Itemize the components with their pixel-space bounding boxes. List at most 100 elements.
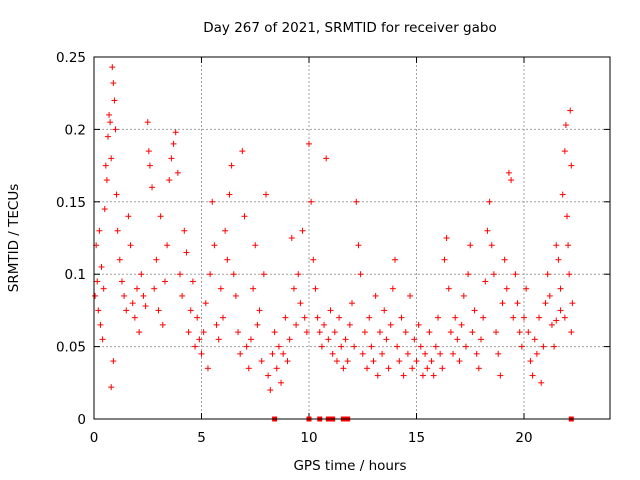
data-point xyxy=(312,285,319,292)
data-point xyxy=(417,343,424,350)
data-point xyxy=(374,372,381,379)
data-point xyxy=(471,307,478,314)
data-point xyxy=(177,271,183,278)
data-point xyxy=(250,285,257,292)
data-point xyxy=(346,321,353,328)
data-point xyxy=(546,292,553,299)
data-point xyxy=(422,350,429,357)
data-point xyxy=(516,329,523,336)
data-point xyxy=(306,140,312,147)
data-point xyxy=(215,336,222,343)
data-point xyxy=(370,358,377,365)
data-point xyxy=(256,307,263,314)
data-point xyxy=(488,242,495,249)
data-point xyxy=(107,119,114,126)
data-point xyxy=(260,271,267,278)
data-point xyxy=(207,271,214,278)
data-point xyxy=(101,206,108,213)
data-point xyxy=(232,292,239,299)
data-point xyxy=(258,358,265,365)
data-point xyxy=(318,343,325,350)
data-point xyxy=(557,285,564,292)
data-point xyxy=(497,372,504,379)
data-point xyxy=(321,321,328,328)
data-point xyxy=(331,329,338,336)
data-point xyxy=(263,191,269,198)
data-point xyxy=(392,256,398,263)
data-point xyxy=(166,177,173,184)
data-point xyxy=(284,358,291,365)
data-point xyxy=(103,177,110,184)
data-point xyxy=(529,372,536,379)
data-point xyxy=(349,300,355,307)
data-point xyxy=(387,321,394,328)
data-point xyxy=(398,314,405,321)
data-point xyxy=(484,227,491,234)
data-point xyxy=(290,285,297,292)
data-point xyxy=(512,271,519,278)
data-point xyxy=(235,329,242,336)
data-point xyxy=(192,343,199,350)
data-point xyxy=(323,155,330,162)
y-tick-label: 0 xyxy=(77,412,86,428)
data-point xyxy=(110,358,117,365)
data-point xyxy=(493,329,500,336)
data-point xyxy=(293,321,300,328)
data-point xyxy=(100,285,107,292)
data-point xyxy=(280,350,287,357)
data-point xyxy=(168,155,175,162)
data-point xyxy=(164,242,171,249)
data-point xyxy=(383,336,390,343)
data-point xyxy=(364,365,371,372)
data-point xyxy=(185,329,192,336)
data-point xyxy=(282,314,289,321)
data-point xyxy=(538,379,545,386)
data-point xyxy=(308,198,315,205)
data-point xyxy=(140,292,147,299)
data-point xyxy=(108,155,115,162)
data-point xyxy=(454,336,461,343)
data-point xyxy=(501,256,508,263)
data-point xyxy=(366,314,373,321)
data-point xyxy=(443,235,450,241)
data-point xyxy=(202,300,209,307)
data-point xyxy=(226,191,233,198)
data-point xyxy=(336,314,343,321)
data-point xyxy=(419,372,426,379)
data-point xyxy=(542,300,549,307)
data-point xyxy=(97,321,104,328)
data-point xyxy=(564,213,570,220)
y-tick-label: 0.05 xyxy=(56,340,86,356)
data-point xyxy=(518,343,525,350)
data-point xyxy=(551,343,558,350)
data-point xyxy=(505,169,512,176)
data-point xyxy=(340,365,347,372)
data-point xyxy=(278,379,285,386)
data-point xyxy=(452,314,459,321)
data-point xyxy=(385,365,392,372)
data-point xyxy=(548,321,555,328)
data-point xyxy=(441,256,448,263)
data-point xyxy=(473,350,480,357)
data-point xyxy=(559,191,566,198)
data-point xyxy=(428,358,435,365)
data-point xyxy=(114,227,121,234)
data-point xyxy=(478,336,484,343)
data-point xyxy=(462,343,469,350)
data-point xyxy=(562,122,569,129)
data-point xyxy=(458,321,465,328)
data-point xyxy=(460,292,467,299)
data-point xyxy=(314,314,321,321)
data-point xyxy=(561,314,568,321)
data-point xyxy=(170,140,177,147)
data-point xyxy=(404,350,411,357)
data-point xyxy=(381,307,388,314)
data-point xyxy=(514,300,521,307)
data-point xyxy=(104,133,111,140)
data-point xyxy=(237,350,244,357)
data-point xyxy=(136,329,143,336)
data-point xyxy=(123,307,130,314)
data-point xyxy=(273,365,280,372)
data-point xyxy=(149,184,156,191)
